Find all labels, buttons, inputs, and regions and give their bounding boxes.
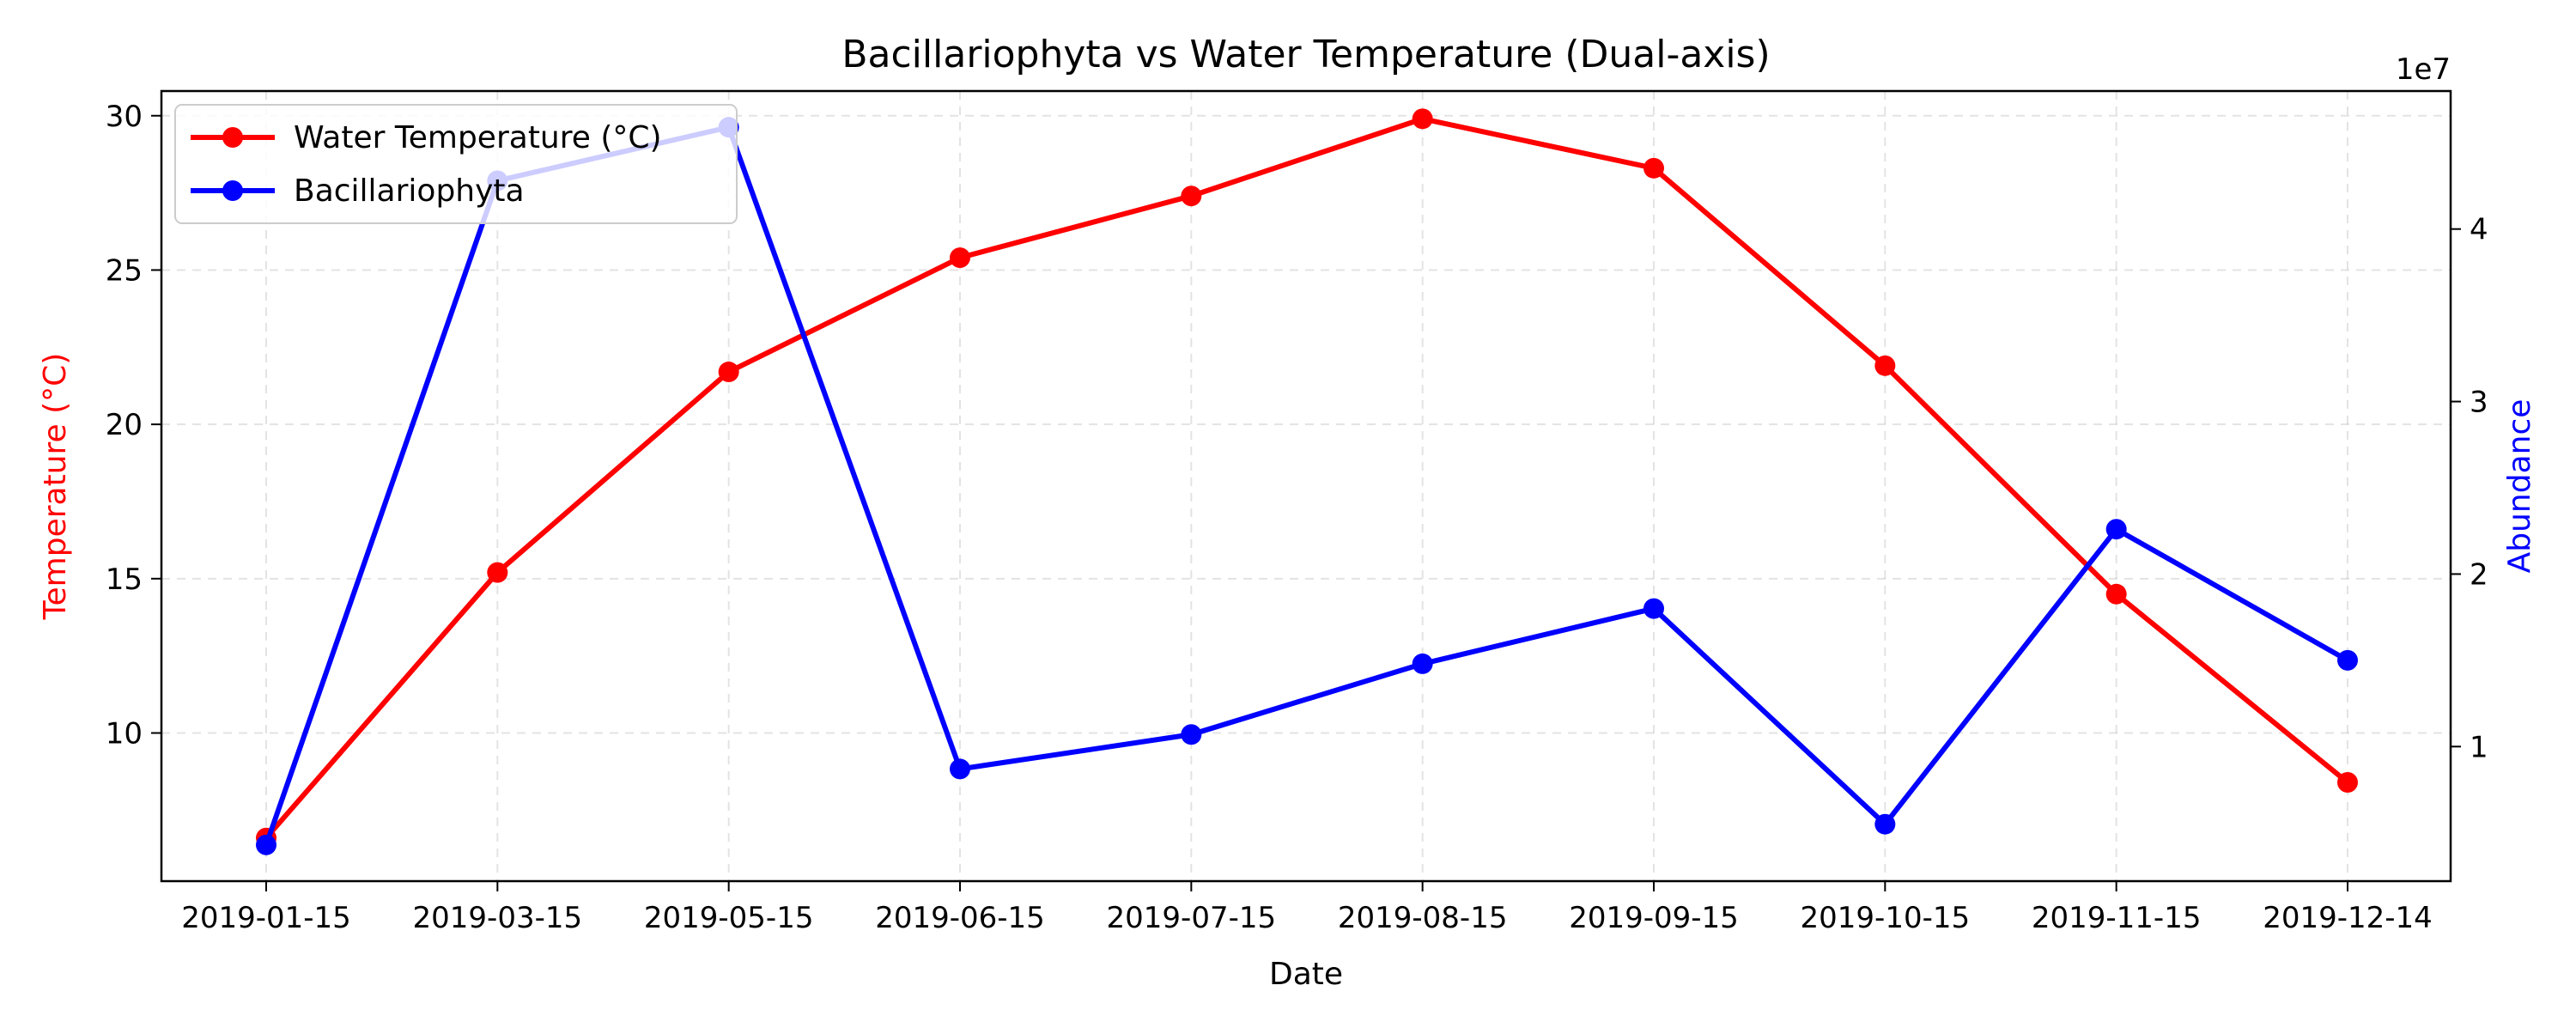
x-tick-label: 2019-06-15: [875, 901, 1045, 935]
temperature-data-point: [487, 562, 508, 583]
legend-bacillariophyta-label: Bacillariophyta: [294, 173, 525, 209]
right-y-tick-label: 1: [2470, 730, 2488, 764]
legend-bacillariophyta-marker-icon: [222, 180, 243, 201]
bacillariophyta-data-point: [1181, 724, 1202, 745]
right-y-tick-label: 2: [2470, 557, 2488, 592]
legend-temperature-label: Water Temperature (°C): [294, 120, 662, 155]
x-axis-label: Date: [1269, 957, 1343, 992]
x-tick-label: 2019-07-15: [1107, 901, 1277, 935]
temperature-data-point: [1412, 108, 1433, 130]
temperature-data-point: [1874, 355, 1896, 376]
temperature-data-point: [2337, 772, 2358, 793]
plot-area-frame: [160, 89, 2452, 883]
right-axis-offset-label: 1e7: [2396, 52, 2451, 87]
x-tick-label: 2019-01-15: [181, 901, 351, 935]
x-tick-label: 2019-12-14: [2263, 901, 2433, 935]
temperature-data-point: [718, 362, 739, 383]
x-tick-label: 2019-10-15: [1801, 901, 1971, 935]
bacillariophyta-data-point: [2105, 519, 2127, 540]
left-y-tick-label: 20: [106, 408, 143, 442]
x-tick-label: 2019-09-15: [1569, 901, 1739, 935]
bacillariophyta-data-point: [950, 758, 970, 780]
bacillariophyta-data-point: [1412, 653, 1433, 674]
temperature-data-point: [1181, 186, 1202, 207]
temperature-data-point: [950, 247, 970, 269]
grid-lines: [161, 91, 2451, 881]
temperature-data-point: [1643, 157, 1664, 179]
x-tick-label: 2019-05-15: [644, 901, 814, 935]
left-y-axis-label: Temperature (°C): [38, 353, 73, 621]
temperature-data-point: [2105, 583, 2127, 605]
legend: Water Temperature (°C) Bacillariophyta: [174, 104, 738, 224]
axis-ticks: 2019-01-15 2019-03-15 2019-05-15 2019-06-15…: [106, 100, 2488, 935]
temperature-series-line: [264, 116, 2350, 841]
left-y-tick-label: 10: [106, 717, 143, 751]
bacillariophyta-series-line: [264, 125, 2350, 848]
bacillariophyta-data-point: [1643, 598, 1664, 619]
bacillariophyta-data-point: [2337, 649, 2358, 671]
bacillariophyta-data-point: [256, 834, 276, 855]
legend-box: [174, 104, 738, 224]
x-tick-label: 2019-11-15: [2032, 901, 2202, 935]
left-y-tick-label: 15: [106, 563, 143, 597]
x-tick-label: 2019-03-15: [413, 901, 583, 935]
left-y-tick-label: 30: [106, 100, 143, 134]
bacillariophyta-data-point: [1874, 813, 1896, 835]
legend-temperature-marker-icon: [222, 127, 243, 148]
x-tick-label: 2019-08-15: [1338, 901, 1508, 935]
right-y-axis-label: Abundance: [2502, 399, 2537, 574]
chart-title: Bacillariophyta vs Water Temperature (Du…: [841, 33, 1770, 76]
right-y-tick-label: 4: [2470, 213, 2488, 247]
right-y-tick-label: 3: [2470, 386, 2488, 420]
left-y-tick-label: 25: [106, 253, 143, 288]
